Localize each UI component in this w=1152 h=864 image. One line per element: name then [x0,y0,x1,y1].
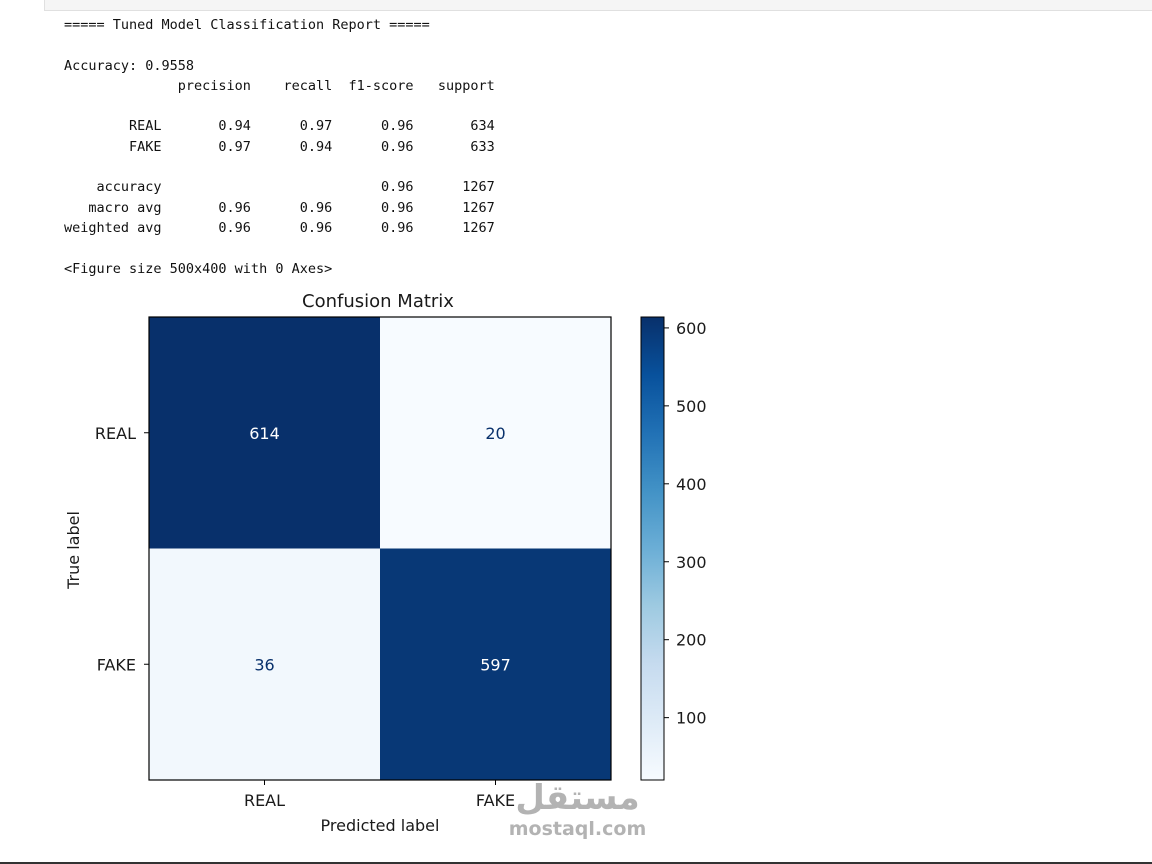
report-line: FAKE 0.97 0.94 0.96 633 [64,138,495,155]
report-line: REAL 0.94 0.97 0.96 634 [64,118,495,135]
matrix-cell-value: 597 [480,655,511,674]
cell-bottom-border [0,862,1152,864]
matrix-cell-value: 20 [485,424,505,443]
report-line: accuracy 0.96 1267 [64,179,495,196]
previous-cell-edge [44,0,1152,11]
matrix-frame [148,316,612,781]
report-line: macro avg 0.96 0.96 0.96 1267 [64,199,495,216]
y-tick-label: FAKE [97,655,136,674]
colorbar-tick-label: 100 [676,709,707,728]
x-tick-label: REAL [244,791,285,810]
matrix-cell [380,548,611,780]
report-line: weighted avg 0.96 0.96 0.96 1267 [64,219,495,236]
confusion-matrix-figure: Confusion Matrix 614 20 36 597 REAL FAKE REA… [64,291,707,835]
x-tick-label: FAKE [476,791,515,810]
y-axis-ticks: REAL FAKE [95,424,149,674]
colorbar [640,316,665,781]
x-axis-ticks: REAL FAKE [244,780,515,810]
chart-title: Confusion Matrix [302,291,454,312]
matrix-cell [149,317,380,549]
x-axis-label: Predicted label [321,816,440,835]
report-line [64,238,495,258]
matrix-cell [380,317,611,549]
y-tick-label: REAL [95,424,136,443]
report-line: ===== Tuned Model Classification Report … [64,17,430,33]
report-line [64,35,495,55]
colorbar-ticks: 100 200 300 400 500 600 [664,319,707,728]
y-axis-label: True label [64,511,83,590]
matrix-cells: 614 20 36 597 [149,317,611,780]
colorbar-tick-label: 600 [676,319,707,338]
colorbar-tick-label: 500 [676,397,707,416]
report-line: Accuracy: 0.9558 [64,57,195,74]
report-line [64,157,495,177]
colorbar-tick-label: 400 [676,475,707,494]
report-line: precision recall f1-score support [64,77,495,94]
matrix-cell-value: 614 [249,424,280,443]
matrix-cell-value: 36 [254,655,274,674]
classification-report-output: ===== Tuned Model Classification Report … [64,15,495,279]
matrix-cell [149,548,380,780]
report-line [64,96,495,116]
colorbar-tick-label: 200 [676,631,707,650]
colorbar-tick-label: 300 [676,553,707,572]
report-line: <Figure size 500x400 with 0 Axes> [64,260,333,277]
